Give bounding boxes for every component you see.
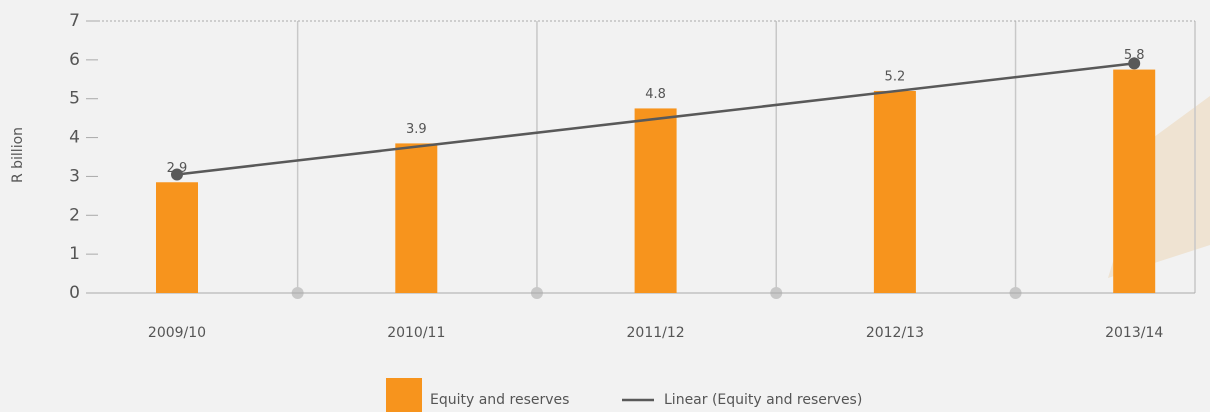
trend-point <box>171 168 183 181</box>
bar <box>156 182 198 293</box>
legend-swatch <box>386 378 422 412</box>
trend-line <box>176 62 1135 176</box>
x-tick-label: 2013/14 <box>1105 325 1163 341</box>
x-tick-label: 2011/12 <box>627 325 685 341</box>
y-tick-label: 6 <box>69 50 80 70</box>
bar <box>1113 69 1156 293</box>
bar <box>873 90 916 293</box>
y-axis-title: R billion <box>10 127 26 183</box>
data-label: 4.8 <box>645 87 666 102</box>
x-tick-label: 2012/13 <box>866 325 924 341</box>
trend-point <box>1128 57 1141 70</box>
x-tick-label: 2009/10 <box>148 325 206 341</box>
y-tick-label: 5 <box>69 89 80 109</box>
bar <box>395 143 438 293</box>
y-tick-label: 2 <box>69 205 80 225</box>
y-tick-label: 1 <box>69 244 80 264</box>
y-tick-label: 7 <box>69 11 80 31</box>
legend-label: Equity and reserves <box>430 392 569 408</box>
bar <box>634 108 677 293</box>
y-tick-label: 0 <box>69 283 80 303</box>
y-tick-label: 4 <box>69 128 80 148</box>
x-tick-label: 2010/11 <box>387 325 445 341</box>
data-label: 5.8 <box>1124 48 1145 63</box>
legend-label: Linear (Equity and reserves) <box>664 392 862 408</box>
y-tick-label: 3 <box>69 166 80 186</box>
data-label: 5.2 <box>885 69 906 84</box>
data-label: 3.9 <box>406 122 427 137</box>
